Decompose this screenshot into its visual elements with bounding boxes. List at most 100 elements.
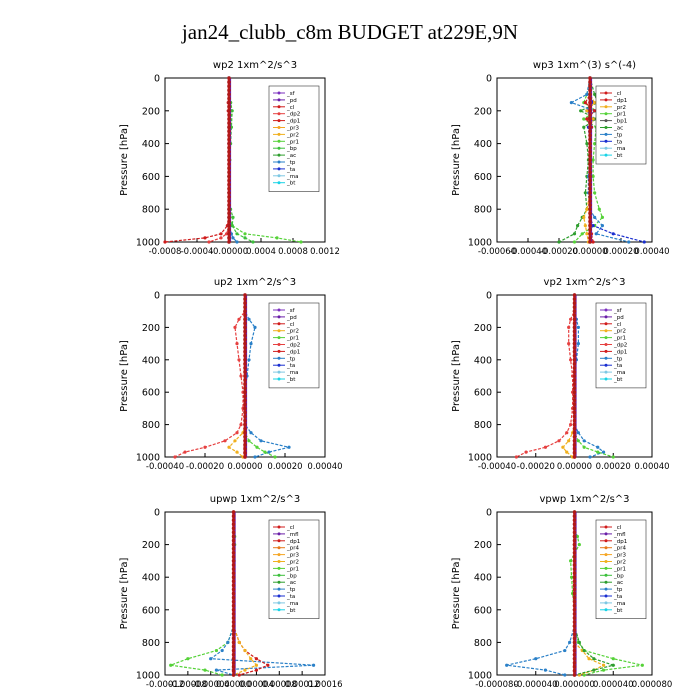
legend-label: _pr2 (613, 560, 626, 566)
data-point (235, 232, 239, 236)
legend-label: _ma (286, 370, 298, 376)
data-point (243, 297, 247, 301)
data-point (227, 92, 231, 97)
data-point (561, 445, 565, 449)
data-point (227, 162, 231, 166)
data-point (231, 632, 236, 637)
legend-marker (604, 560, 608, 563)
data-point (569, 423, 573, 427)
panel-title: up2 1xm^2/s^3 (214, 277, 296, 288)
data-point (243, 358, 247, 362)
legend-marker (277, 308, 281, 312)
data-point (587, 657, 591, 661)
y-tick-label: 200 (474, 106, 492, 117)
legend-label: _sf (286, 308, 296, 314)
y-tick-label: 800 (142, 420, 160, 431)
x-tick-label: -0.0004 (181, 247, 214, 257)
data-point (572, 451, 577, 455)
y-tick-label: 0 (486, 508, 492, 519)
legend-label: _bt (286, 608, 296, 614)
y-tick-label: 600 (142, 388, 160, 399)
data-point (231, 514, 236, 518)
data-point (588, 195, 592, 199)
data-point (588, 227, 592, 232)
data-point (572, 358, 577, 362)
data-point (569, 317, 573, 321)
data-point (572, 636, 577, 641)
data-point (588, 240, 592, 244)
legend-marker (277, 160, 281, 164)
data-point (239, 423, 243, 427)
data-point (593, 101, 597, 105)
legend-marker (604, 525, 608, 529)
data-point (600, 224, 605, 228)
data-point (273, 455, 277, 459)
data-point (572, 333, 577, 338)
data-point (572, 591, 577, 596)
data-point (576, 431, 580, 435)
data-point (572, 329, 577, 334)
data-point (243, 353, 247, 358)
data-point (588, 162, 592, 166)
data-point (243, 349, 247, 354)
x-tick-label: -0.00004 (192, 680, 230, 690)
data-point (582, 215, 586, 219)
legend-marker (604, 112, 608, 116)
data-point (231, 591, 236, 596)
y-tick-label: 600 (142, 172, 160, 183)
legend-label: _cl (286, 322, 295, 328)
legend-label: _pr4 (613, 546, 627, 552)
x-tick-label: -0.00060 (478, 247, 516, 257)
data-point (585, 109, 589, 113)
data-point (231, 518, 236, 522)
data-point (233, 325, 237, 329)
legend-label: _tp (286, 587, 296, 593)
data-point (237, 358, 241, 362)
data-point (580, 232, 584, 236)
data-point (588, 191, 592, 195)
data-point (243, 370, 247, 374)
legend-marker (277, 343, 281, 346)
data-point (572, 297, 577, 301)
data-point (239, 374, 243, 378)
data-point (588, 104, 592, 109)
data-point (576, 342, 580, 346)
data-point (572, 640, 577, 645)
panel-title: vp2 1xm^2/s^3 (544, 277, 626, 288)
x-tick-label: 0.00040 (307, 462, 342, 472)
data-point (243, 317, 247, 322)
data-point (237, 673, 241, 677)
data-point (243, 236, 247, 240)
data-point (227, 191, 231, 195)
data-point (572, 325, 577, 330)
legend-marker (277, 146, 281, 150)
data-point (582, 648, 586, 653)
legend-marker (277, 377, 281, 381)
data-point (572, 240, 577, 244)
data-point (588, 236, 592, 240)
data-point (243, 301, 247, 305)
data-point (572, 418, 577, 423)
data-point (572, 337, 577, 342)
legend-label: _bp (286, 146, 297, 152)
series-line (516, 295, 576, 458)
data-point (572, 443, 577, 447)
data-point (588, 84, 592, 88)
legend-marker (604, 322, 608, 326)
data-point (254, 663, 259, 667)
legend-label: _pr2 (286, 329, 299, 335)
legend-marker (277, 566, 281, 570)
legend-label: _ta (613, 594, 622, 600)
data-point (249, 657, 253, 661)
data-point (591, 158, 595, 162)
data-point (231, 640, 236, 645)
data-point (572, 620, 577, 624)
legend-label: _pd (286, 315, 297, 321)
data-point (611, 663, 615, 667)
data-point (576, 439, 580, 443)
data-point (243, 366, 247, 370)
legend-label: _ac (613, 580, 623, 586)
legend-label: _dp1 (286, 119, 300, 125)
data-point (572, 628, 577, 632)
x-tick-label: 0.00008 (262, 680, 297, 690)
